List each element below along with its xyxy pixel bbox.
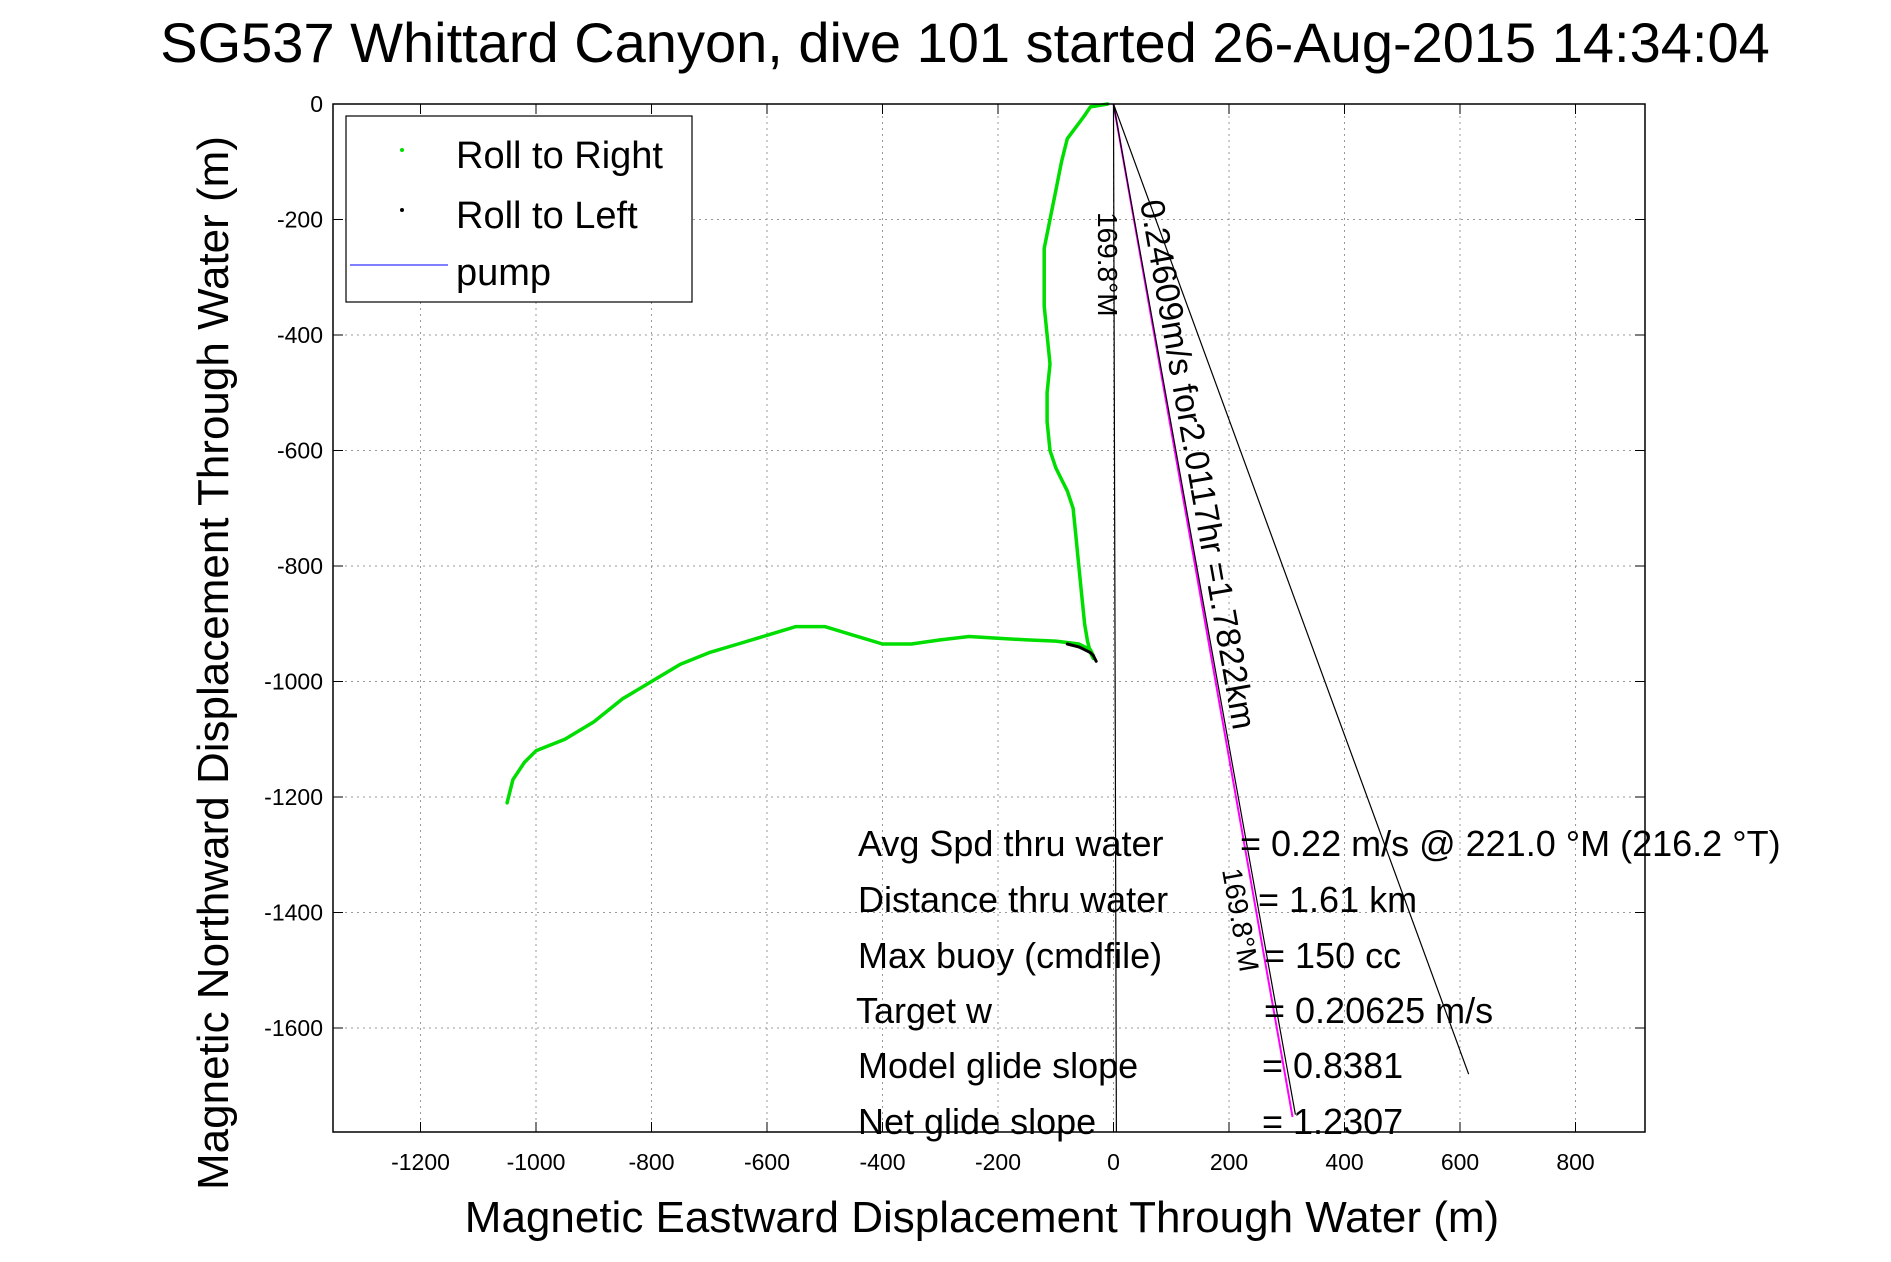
stat-label: Target w bbox=[856, 990, 993, 1031]
series-layer bbox=[505, 102, 1110, 805]
stat-value: = 150 cc bbox=[1264, 935, 1401, 976]
x-tick-label: -600 bbox=[744, 1149, 790, 1175]
y-tick-label: -200 bbox=[277, 207, 323, 233]
series-roll-left-track bbox=[1065, 642, 1098, 663]
stat-label: Avg Spd thru water bbox=[858, 823, 1164, 864]
reference-lines bbox=[1112, 103, 1470, 1132]
chart-title: SG537 Whittard Canyon, dive 101 started … bbox=[160, 11, 1769, 74]
y-tick-label: -1200 bbox=[264, 784, 323, 810]
speed-distance-label: 0.24609m/s for2.0117hr =1.7822km bbox=[1132, 197, 1263, 733]
x-tick-label: 200 bbox=[1210, 1149, 1248, 1175]
x-tick-label: -400 bbox=[859, 1149, 905, 1175]
stat-value: = 1.61 km bbox=[1258, 879, 1417, 920]
x-axis-label: Magnetic Eastward Displacement Through W… bbox=[465, 1193, 1499, 1242]
x-tick-label: -1200 bbox=[391, 1149, 450, 1175]
legend-label: Roll to Right bbox=[456, 135, 663, 177]
stat-value: = 1.2307 bbox=[1262, 1101, 1403, 1142]
reference-line bbox=[1112, 103, 1297, 1115]
stat-label: Max buoy (cmdfile) bbox=[858, 935, 1162, 976]
x-tick-label: -1000 bbox=[507, 1149, 566, 1175]
y-tick-label: -800 bbox=[277, 553, 323, 579]
axis-ticks: -1200 -1000 -800 -600 -400 -200 0 200 400 600 800 0… bbox=[264, 91, 1645, 1175]
stats-block: Avg Spd thru water = 0.22 m/s @ 221.0 °M… bbox=[856, 823, 1781, 1142]
y-axis-label: Magnetic Northward Displacement Through … bbox=[189, 136, 238, 1190]
x-tick-label: -800 bbox=[628, 1149, 674, 1175]
legend-marker-roll-left bbox=[400, 208, 404, 212]
legend-marker-roll-right bbox=[400, 148, 404, 152]
y-tick-label: -400 bbox=[277, 322, 323, 348]
y-tick-label: 0 bbox=[310, 91, 323, 117]
y-tick-label: -1000 bbox=[264, 669, 323, 695]
stat-value: = 0.20625 m/s bbox=[1264, 990, 1493, 1031]
stat-value: = 0.22 m/s @ 221.0 °M (216.2 °T) bbox=[1240, 823, 1781, 864]
x-tick-label: -200 bbox=[975, 1149, 1021, 1175]
y-tick-label: -1600 bbox=[264, 1015, 323, 1041]
reference-line bbox=[1112, 103, 1470, 1075]
legend: Roll to Right Roll to Left pump bbox=[345, 115, 693, 303]
stat-label: Net glide slope bbox=[858, 1101, 1096, 1142]
reference-line bbox=[1112, 103, 1117, 1132]
heading-label-vertical: 169.8°M bbox=[1092, 212, 1123, 317]
x-tick-label: 0 bbox=[1107, 1149, 1120, 1175]
y-tick-label: -600 bbox=[277, 438, 323, 464]
x-tick-label: 600 bbox=[1441, 1149, 1479, 1175]
x-tick-label: 800 bbox=[1556, 1149, 1594, 1175]
stat-label: Distance thru water bbox=[858, 879, 1168, 920]
stat-value: = 0.8381 bbox=[1262, 1045, 1403, 1086]
legend-label: Roll to Left bbox=[456, 195, 638, 237]
legend-label: pump bbox=[456, 252, 551, 294]
x-tick-label: 400 bbox=[1325, 1149, 1363, 1175]
plot-area-frame bbox=[332, 103, 1646, 1133]
stat-label: Model glide slope bbox=[858, 1045, 1138, 1086]
y-tick-label: -1400 bbox=[264, 900, 323, 926]
